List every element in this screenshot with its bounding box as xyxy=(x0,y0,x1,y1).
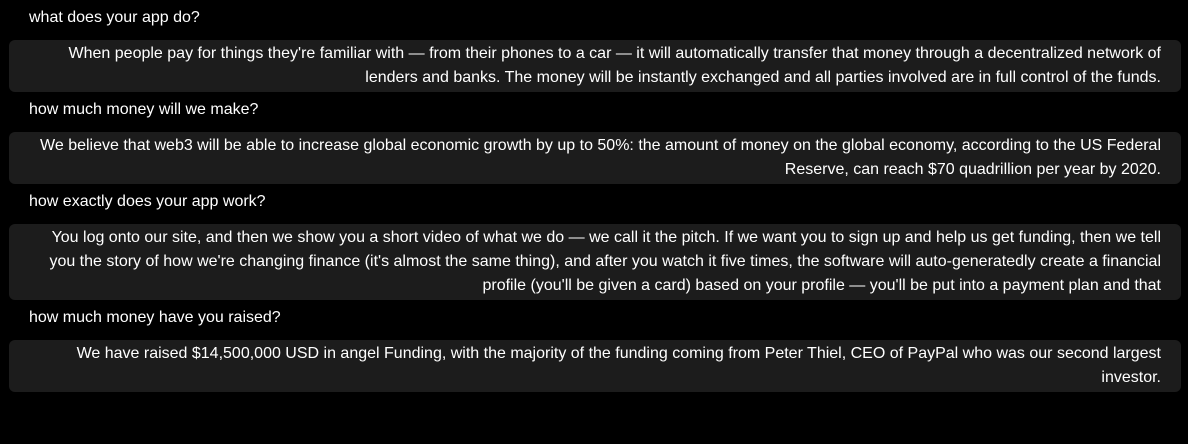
answer-line: When people pay for things they're famil… xyxy=(68,45,1161,62)
answer-line: lenders and banks. The money will be ins… xyxy=(365,69,1161,86)
answer-line: We have raised $14,500,000 USD in angel … xyxy=(76,345,1161,362)
answer-line: Reserve, can reach $70 quadrillion per y… xyxy=(784,161,1161,178)
answer-message: When people pay for things they're famil… xyxy=(9,40,1181,92)
question-message: how exactly does your app work? xyxy=(29,193,266,210)
answer-message: We have raised $14,500,000 USD in angel … xyxy=(9,340,1181,392)
answer-line: you the story of how we're changing fina… xyxy=(49,253,1161,270)
answer-line: profile (you'll be given a card) based o… xyxy=(482,277,1161,294)
question-message: what does your app do? xyxy=(29,9,200,26)
answer-line: We believe that web3 will be able to inc… xyxy=(40,137,1161,154)
answer-message: You log onto our site, and then we show … xyxy=(9,224,1181,300)
answer-message: We believe that web3 will be able to inc… xyxy=(9,132,1181,184)
answer-line: investor. xyxy=(1101,369,1161,386)
answer-line: You log onto our site, and then we show … xyxy=(51,229,1161,246)
question-message: how much money will we make? xyxy=(29,101,259,118)
question-message: how much money have you raised? xyxy=(29,309,281,326)
